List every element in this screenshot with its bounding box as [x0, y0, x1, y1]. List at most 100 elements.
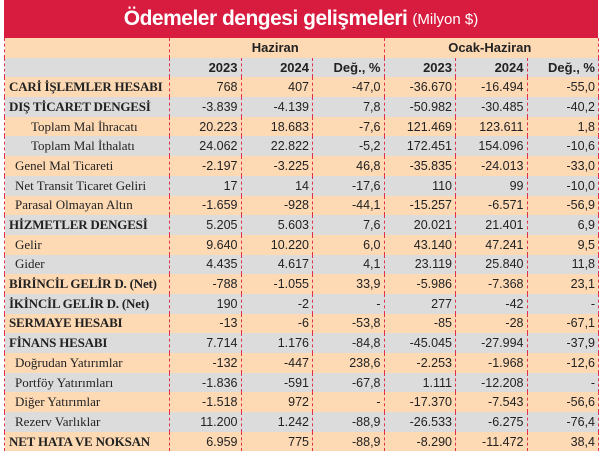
table-cell: -17,6	[312, 175, 385, 196]
table-cell: 23.119	[383, 254, 456, 275]
table-row: CARİ İŞLEMLER HESABI 768 407 -47,0 -36.670 -1…	[4, 77, 599, 98]
table-cell: 123.611	[455, 116, 528, 137]
table-cell: -33,0	[526, 156, 599, 176]
row-label: Diğer Yatırımlar	[4, 392, 170, 413]
table-cell: 121.469	[383, 116, 456, 137]
table-cell: -28	[455, 313, 528, 334]
table-cell: -3.225	[240, 156, 313, 176]
table-cell: -45.045	[383, 333, 456, 353]
table-cell: -56,9	[526, 195, 599, 216]
row-label: Doğrudan Yatırımlar	[4, 353, 170, 373]
row-label: NET HATA VE NOKSAN	[4, 431, 170, 452]
table-cell: -10,6	[526, 136, 599, 157]
row-label: Toplam Mal İthalatı	[4, 136, 170, 157]
table-cell: -26.533	[383, 412, 456, 432]
row-label: CARİ İŞLEMLER HESABI	[4, 77, 170, 98]
table-cell: 407	[240, 77, 313, 98]
row-label: Portföy Yatırımları	[4, 372, 170, 393]
table-cell: 4.435	[169, 254, 242, 275]
table-cell: 21.401	[455, 215, 528, 235]
table-cell: -30.485	[455, 97, 528, 117]
table-cell: -447	[240, 353, 313, 373]
table-cell: 154.096	[455, 136, 528, 157]
table-cell: 99	[455, 175, 528, 196]
table-row: FİNANS HESABI 7.714 1.176 -84,8 -45.045 -27.9…	[4, 333, 599, 353]
table-cell: -	[312, 392, 385, 413]
table-cell: 7.714	[169, 333, 242, 353]
row-label: Toplam Mal İhracatı	[4, 116, 170, 137]
title-main: Ödemeler dengesi gelişmeleri	[123, 7, 408, 30]
row-label: Gelir	[4, 234, 170, 255]
table-cell: -1.968	[455, 353, 528, 373]
table-row: İKİNCİL GELİR D. (Net) 190 -2-277 -42-	[4, 293, 599, 314]
table-cell: -36.670	[383, 77, 456, 98]
table-row: Parasal Olmayan Altın -1.659 -928 -44,1 -15.…	[4, 195, 599, 216]
table-cell: 972	[240, 392, 313, 413]
column-header: 2023	[169, 57, 242, 78]
table-cell: -3.839	[169, 97, 242, 117]
balance-of-payments-table: Haziran Ocak-Haziran 2023 2024 Değ., % 2…	[4, 38, 599, 452]
table-cell: -13	[169, 313, 242, 334]
table-row: Toplam Mal İhracatı 20.223 18.683 -7,6 121.4…	[4, 116, 599, 137]
row-label: FİNANS HESABI	[4, 333, 170, 353]
table-cell: -67,8	[312, 372, 385, 393]
corner-cell	[4, 38, 170, 58]
row-label: Genel Mal Ticareti	[4, 156, 170, 176]
table-cell: 6,9	[526, 215, 599, 235]
table-row: Gider 4.435 4.617 4,1 23.119 25.840 11,8	[4, 254, 599, 275]
table-cell: -1.518	[169, 392, 242, 413]
table-cell: 768	[169, 77, 242, 98]
table-cell: -1.055	[240, 274, 313, 294]
table-cell: -37,9	[526, 333, 599, 353]
table-cell: 277	[383, 293, 456, 314]
table-row: NET HATA VE NOKSAN 6.959 775 -88,9 -8.290 -11…	[4, 431, 599, 452]
table-cell: -7.543	[455, 392, 528, 413]
table-cell: -44,1	[312, 195, 385, 216]
table-cell: 190	[169, 293, 242, 314]
column-header: Değ., %	[526, 57, 599, 78]
table-row: Portföy Yatırımları -1.836 -591 -67,8 1.111-…	[4, 372, 599, 393]
table-cell: -35.835	[383, 156, 456, 176]
table-row: Genel Mal Ticareti -2.197 -3.225 46,8 -35.83…	[4, 156, 599, 176]
column-header: 2023	[383, 57, 456, 78]
table-cell: 25.840	[455, 254, 528, 275]
table-cell: 7,8	[312, 97, 385, 117]
table-cell: -132	[169, 353, 242, 373]
row-label: Gider	[4, 254, 170, 275]
table-cell: -1.836	[169, 372, 242, 393]
title-unit: (Milyon $)	[412, 10, 479, 28]
table-cell: 33,9	[312, 274, 385, 294]
table-cell: -88,9	[312, 431, 385, 452]
table-row: DIŞ TİCARET DENGESİ -3.839 -4.139 7,8 -50.98…	[4, 97, 599, 117]
row-label: DIŞ TİCARET DENGESİ	[4, 97, 170, 117]
table-cell: -76,4	[526, 412, 599, 432]
table-row: BİRİNCİL GELİR D. (Net) -788 -1.055 33,9 -5.…	[4, 274, 599, 294]
table-row: Toplam Mal İthalatı 24.062 22.822 -5,2 172.4…	[4, 136, 599, 157]
table-cell: 43.140	[383, 234, 456, 255]
table-cell: -	[526, 293, 599, 314]
row-label: İKİNCİL GELİR D. (Net)	[4, 293, 170, 314]
table-cell: -	[312, 293, 385, 314]
column-header-row: 2023 2024 Değ., % 2023 2024 Değ., %	[4, 57, 599, 78]
table-cell: 14	[240, 175, 313, 196]
table-row: SERMAYE HESABI -13 -6 -53,8 -85 -28 -67,1	[4, 313, 599, 334]
table-cell: 172.451	[383, 136, 456, 157]
table-cell: -84,8	[312, 333, 385, 353]
table-cell: -2.253	[383, 353, 456, 373]
table-cell: -7,6	[312, 116, 385, 137]
table-cell: -56,6	[526, 392, 599, 413]
table-cell: -27.994	[455, 333, 528, 353]
group-header-row: Haziran Ocak-Haziran	[4, 38, 599, 58]
table-cell: -53,8	[312, 313, 385, 334]
table-cell: -88,9	[312, 412, 385, 432]
table-cell: -50.982	[383, 97, 456, 117]
table-cell: -17.370	[383, 392, 456, 413]
table-cell: -5,2	[312, 136, 385, 157]
table-row: Gelir 9.640 10.220 6,0 43.140 47.241 9,5	[4, 234, 599, 255]
table-row: Net Transit Ticaret Geliri 17 14 -17,6 110 99…	[4, 175, 599, 196]
table-row: Doğrudan Yatırımlar -132 -447 238,6 -2.253 -1…	[4, 353, 599, 373]
row-label: SERMAYE HESABI	[4, 313, 170, 334]
table-cell: -12,6	[526, 353, 599, 373]
table-cell: 5.603	[240, 215, 313, 235]
table-cell: 46,8	[312, 156, 385, 176]
